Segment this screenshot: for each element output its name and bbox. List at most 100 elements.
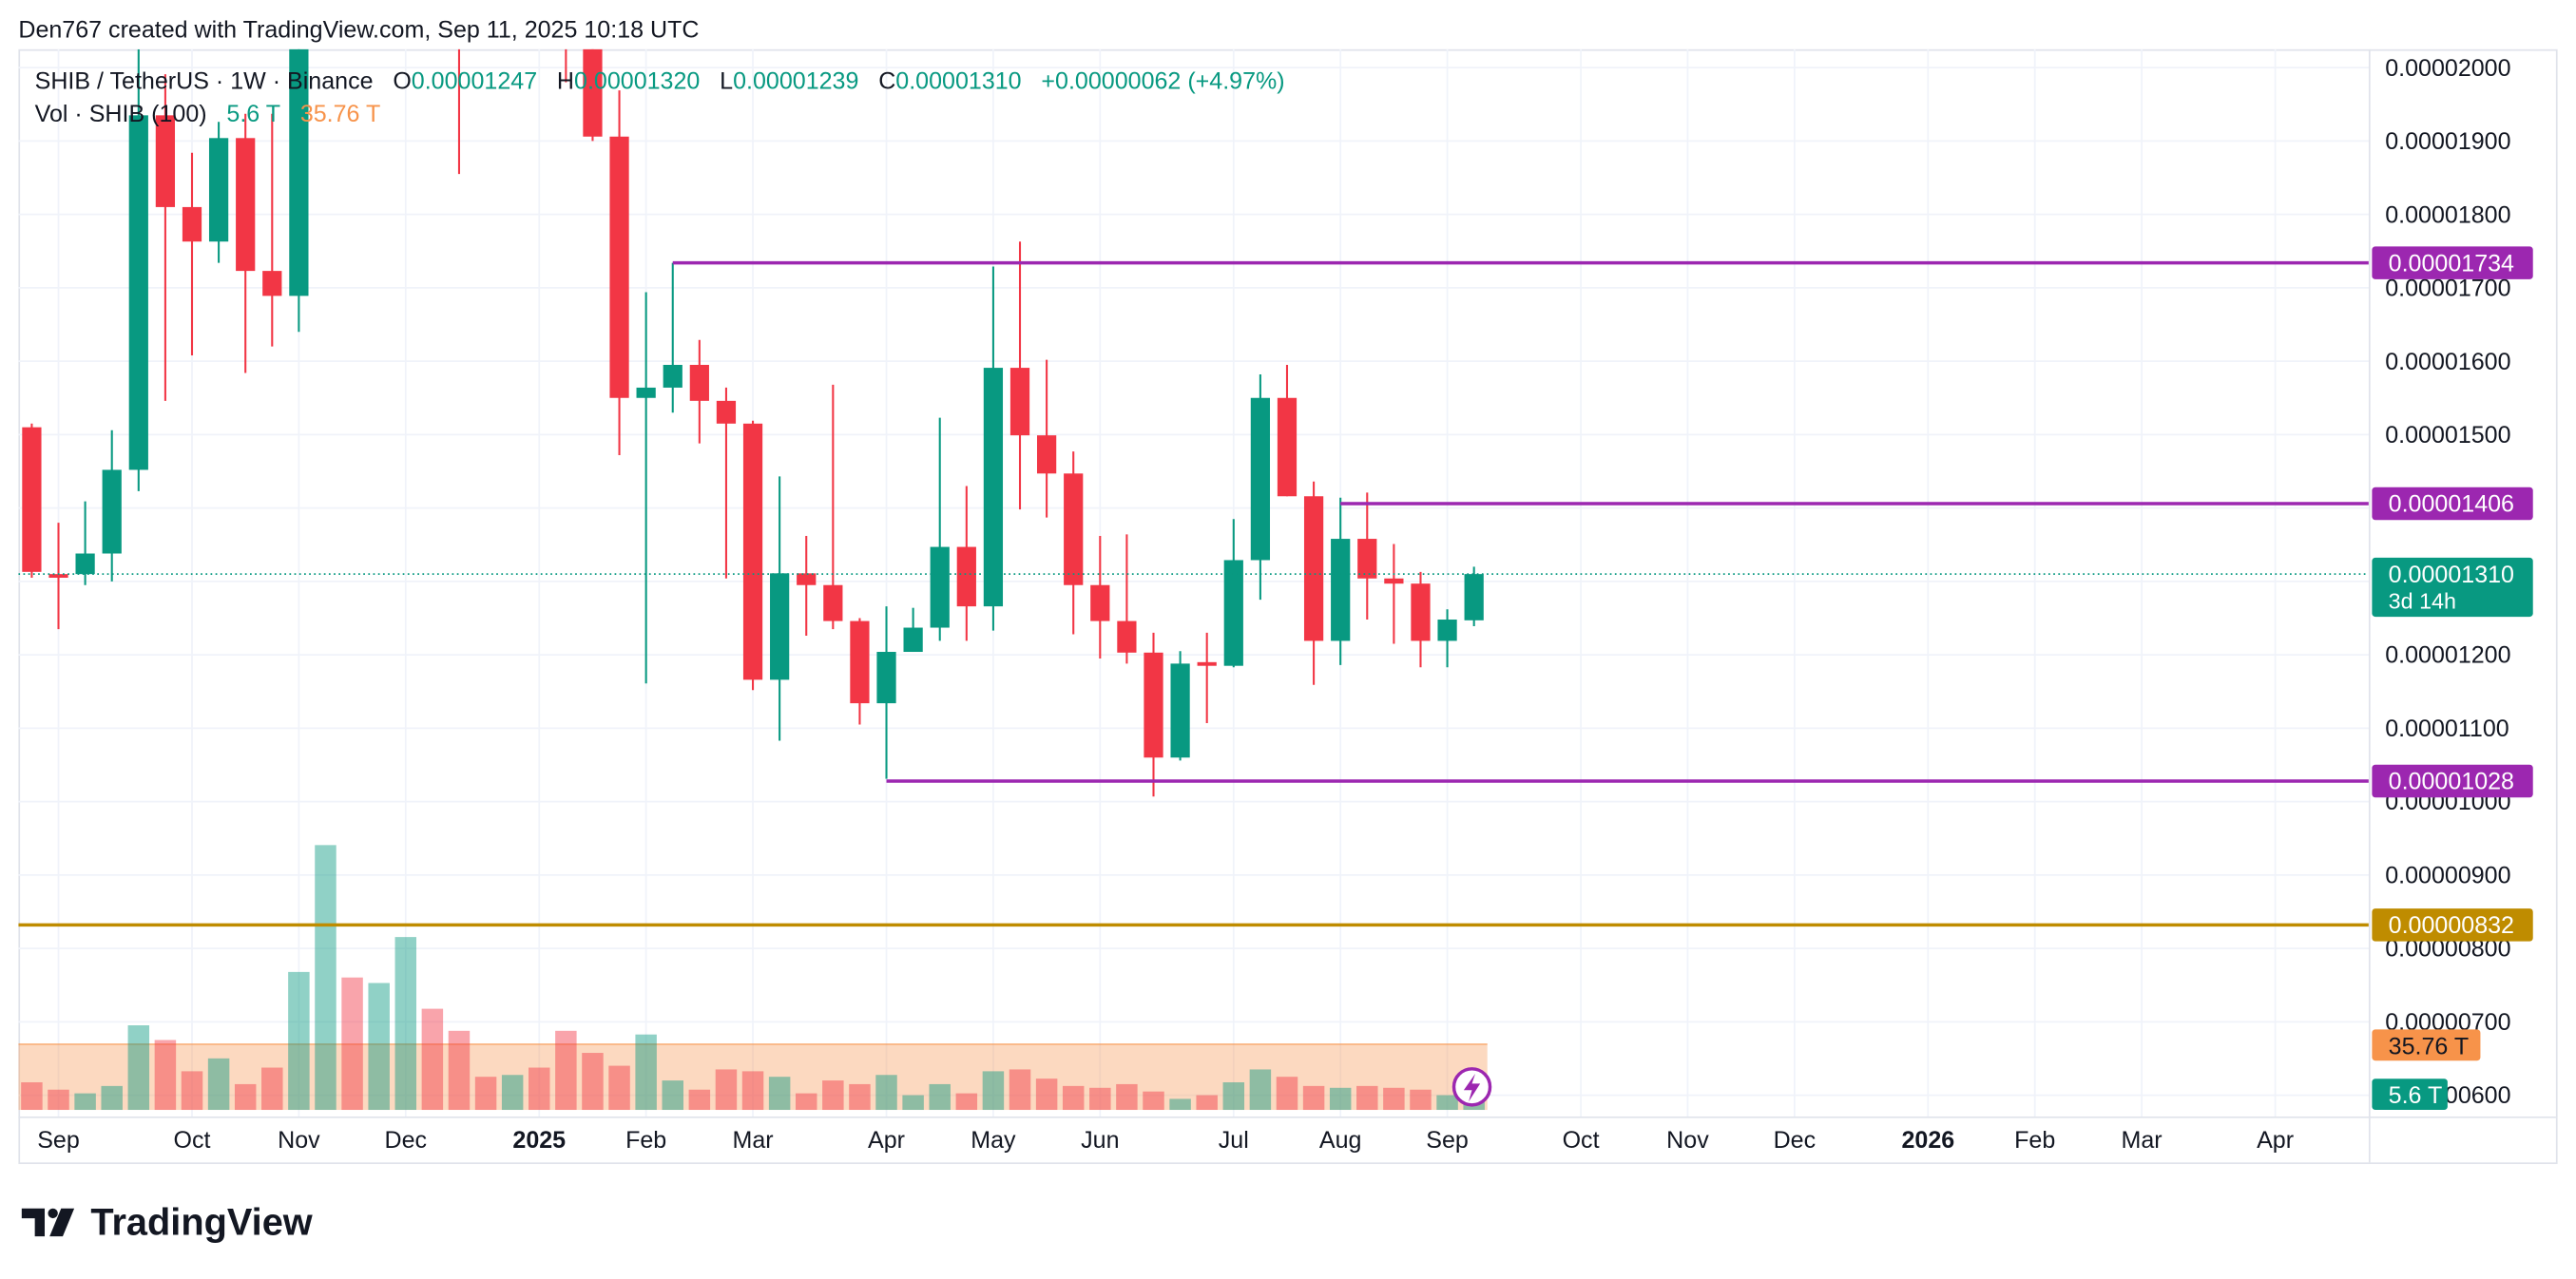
x-tick-label: Mar [732, 1127, 773, 1154]
candle-body [823, 584, 843, 621]
candle-body [1437, 620, 1457, 641]
l-label: L [720, 67, 733, 94]
level-label-box [2372, 246, 2533, 279]
volume-bar [181, 1071, 203, 1111]
level-label: 0.00001734 [2389, 250, 2514, 277]
volume-bar [127, 1025, 150, 1111]
volume-bar [21, 1082, 43, 1111]
level-label-box [2372, 764, 2533, 798]
c-value: 0.00001310 [895, 67, 1021, 94]
volume-bar [315, 845, 336, 1111]
candle-body [182, 206, 202, 242]
plot [18, 48, 2369, 1111]
x-tick-label: 2026 [1901, 1127, 1954, 1154]
grid [18, 48, 2369, 1117]
volume-bar [368, 983, 390, 1111]
volume-ma-tag: 35.76 T [2389, 1033, 2469, 1059]
volume-bar [1169, 1098, 1191, 1111]
volume-bar [608, 1065, 630, 1111]
candle-body [876, 652, 896, 704]
x-tick-label: Feb [2014, 1127, 2055, 1154]
c-label: C [878, 67, 895, 94]
candle-body [583, 48, 603, 137]
volume-bar [875, 1075, 897, 1111]
candle-body [1464, 574, 1484, 620]
volume-bar [474, 1077, 497, 1111]
symbol-legend: SHIB / TetherUS · 1W · Binance O0.000012… [35, 67, 1285, 94]
volume-bar [1276, 1077, 1298, 1111]
candle-body [1090, 584, 1110, 621]
candle-body [1250, 397, 1271, 561]
volume-bar [635, 1034, 657, 1111]
candle-body [903, 627, 923, 653]
candle-body [1170, 663, 1190, 758]
volume-bar [234, 1083, 257, 1111]
volume-bar [1329, 1087, 1352, 1111]
volume-bar [849, 1083, 871, 1111]
y-tick-label: 0.00001100 [2385, 716, 2509, 742]
x-tick-label: 2025 [512, 1127, 566, 1154]
y-tick-label: 0.00001600 [2385, 349, 2510, 375]
volume-bar [582, 1053, 604, 1111]
y-tick-label: 0.00001500 [2385, 422, 2510, 449]
volume-bar [662, 1080, 683, 1111]
volume-bar [902, 1095, 924, 1111]
volume-legend: Vol · SHIB (100) 5.6 T 35.76 T [35, 101, 381, 127]
volume-bar [207, 1058, 230, 1111]
volume-bar [982, 1071, 1005, 1111]
x-tick-label: Sep [37, 1127, 80, 1154]
candle-body [742, 423, 763, 680]
o-label: O [393, 67, 411, 94]
candle-body [1197, 661, 1217, 666]
y-tick-label: 0.00001200 [2385, 642, 2510, 669]
candle-body [1009, 368, 1030, 436]
candle-body [663, 364, 682, 388]
frame [18, 48, 2558, 1165]
x-tick-label: Aug [1319, 1127, 1362, 1154]
x-tick-label: Oct [1563, 1127, 1600, 1154]
level-label: 0.00001028 [2389, 769, 2514, 795]
volume-ma-value: 35.76 T [300, 101, 380, 127]
x-tick-label: Sep [1426, 1127, 1469, 1154]
volume-tag: 5.6 T [2389, 1082, 2443, 1109]
last-price-label: 0.00001310 [2389, 562, 2514, 588]
volume-bar [768, 1077, 791, 1111]
candle-body [716, 400, 737, 424]
volume-value: 5.6 T [226, 101, 280, 127]
alert-icon [1451, 1067, 1492, 1107]
y-tick-label: 0.00002000 [2385, 55, 2510, 82]
volume-bar [1143, 1091, 1164, 1111]
credit: Den767 created with TradingView.com, Sep… [18, 17, 699, 44]
volume-bar [1222, 1082, 1245, 1111]
volume-ma-area [18, 1043, 1488, 1111]
volume-bar [288, 971, 310, 1111]
y-tick-label: 0.00001700 [2385, 276, 2510, 302]
level-label-box [2372, 908, 2533, 942]
candle-body [797, 573, 817, 585]
volume-bar [1436, 1095, 1458, 1111]
candle-body [262, 271, 282, 296]
x-tick-label: Jul [1219, 1127, 1249, 1154]
x-tick-label: Oct [174, 1127, 211, 1154]
candle-body [1303, 496, 1324, 641]
volume-bar [795, 1093, 817, 1111]
x-tick-label: Nov [278, 1127, 320, 1154]
level-label: 0.00001406 [2389, 491, 2514, 518]
change: +0.00000062 (+4.97%) [1041, 67, 1284, 94]
volume-box [2372, 1079, 2448, 1111]
volume-bar [1089, 1087, 1111, 1111]
candle-body [1331, 539, 1351, 641]
candle-body [1223, 560, 1243, 666]
brand: TradingView [90, 1201, 312, 1243]
x-tick-label: Nov [1666, 1127, 1709, 1154]
x-tick-label: Mar [2122, 1127, 2163, 1154]
candle-body [48, 574, 68, 579]
candle-body [1411, 583, 1431, 641]
volume-bar [955, 1093, 978, 1111]
volume-bar [929, 1083, 951, 1111]
volume-bar [1302, 1085, 1325, 1111]
candle-body [770, 573, 790, 680]
last-price-box [2372, 557, 2533, 618]
x-tick-label: Apr [868, 1127, 905, 1154]
